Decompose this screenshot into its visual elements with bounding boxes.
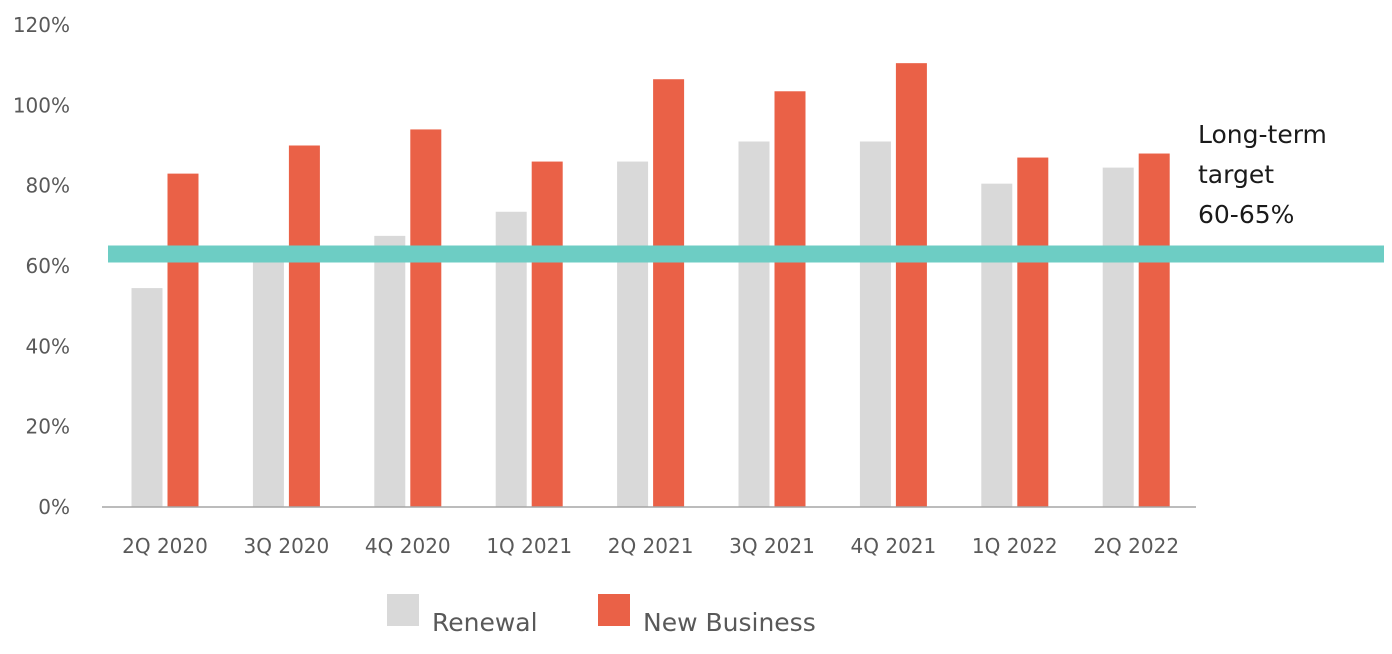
bar-renewal (981, 183, 1013, 508)
y-tick-label: 0% (38, 495, 70, 519)
y-axis: 0% 20% 40% 60% 80% 100% 120% (13, 13, 70, 519)
x-tick-label: 3Q 2021 (729, 534, 815, 558)
target-label: Long-term target 60-65% (1198, 120, 1335, 229)
bar-new-business (531, 161, 563, 508)
x-tick-label: 4Q 2021 (851, 534, 937, 558)
x-tick-label: 3Q 2020 (244, 534, 330, 558)
bar-renewal (252, 253, 284, 507)
x-tick-label: 1Q 2021 (486, 534, 572, 558)
bars (131, 63, 1170, 508)
x-axis-labels: 2Q 2020 3Q 2020 4Q 2020 1Q 2021 2Q 2021 3Q 20… (122, 534, 1179, 558)
bar-new-business (895, 63, 927, 508)
x-tick-label: 2Q 2020 (122, 534, 208, 558)
x-tick-label: 1Q 2022 (972, 534, 1058, 558)
target-label-line-1: Long-term (1198, 120, 1327, 149)
bar-new-business (653, 79, 685, 507)
y-tick-label: 80% (26, 174, 70, 198)
y-tick-label: 120% (13, 13, 70, 37)
bar-new-business (288, 145, 320, 507)
y-tick-label: 40% (26, 334, 70, 358)
bar-renewal (1102, 167, 1134, 507)
x-tick-label: 4Q 2020 (365, 534, 451, 558)
legend-label-new-business: New Business (643, 608, 816, 637)
bar-renewal (374, 235, 406, 507)
bar-new-business (167, 173, 199, 507)
bar-new-business (774, 91, 806, 508)
legend-label-renewal: Renewal (432, 608, 538, 637)
target-label-line-2: target (1198, 160, 1274, 189)
bar-renewal (738, 141, 770, 507)
y-tick-label: 20% (26, 415, 70, 439)
x-tick-label: 2Q 2022 (1093, 534, 1179, 558)
bar-new-business (410, 129, 442, 507)
x-tick-label: 2Q 2021 (608, 534, 694, 558)
y-tick-label: 60% (26, 254, 70, 278)
bar-new-business (1138, 153, 1170, 508)
target-label-line-3: 60-65% (1198, 200, 1294, 229)
legend: Renewal New Business (387, 594, 816, 637)
bar-renewal (859, 141, 891, 507)
legend-swatch-new-business (598, 594, 630, 626)
bar-new-business (1017, 157, 1049, 508)
bar-renewal (617, 161, 649, 508)
bar-renewal (131, 288, 163, 507)
legend-swatch-renewal (387, 594, 419, 626)
y-tick-label: 100% (13, 93, 70, 117)
